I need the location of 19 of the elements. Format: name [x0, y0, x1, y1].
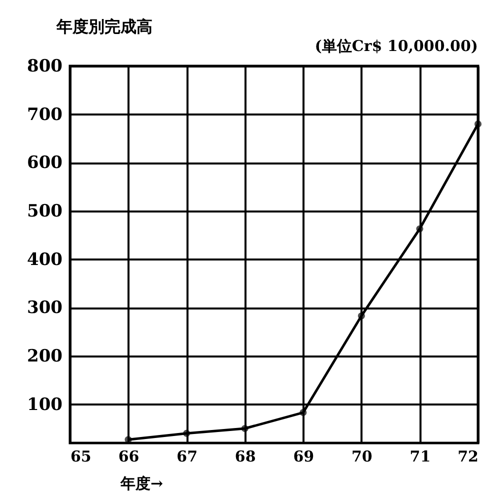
chart-subtitle: (単位Cr$ 10,000.00)	[314, 37, 478, 55]
x-tick-label: 70	[351, 448, 372, 466]
y-tick-label: 400	[27, 250, 63, 270]
y-tick-label: 300	[27, 298, 63, 318]
x-tick-label: 69	[293, 448, 314, 466]
x-tick-label: 65	[70, 448, 92, 466]
x-tick-label: 68	[234, 448, 256, 466]
chart-title: 年度別完成高	[56, 17, 153, 36]
x-tick-label: 66	[118, 448, 140, 466]
x-tick-label: 67	[176, 448, 198, 466]
y-tick-label: 800	[27, 56, 63, 76]
y-tick-label: 100	[27, 394, 63, 415]
y-tick-label: 700	[27, 104, 63, 125]
y-tick-label: 500	[27, 202, 63, 222]
y-tick-label: 200	[27, 346, 63, 366]
x-tick-label: 72	[458, 448, 478, 466]
x-axis-title: 年度→	[120, 474, 164, 492]
x-tick-label: 71	[410, 448, 431, 466]
y-tick-label: 600	[27, 153, 63, 174]
